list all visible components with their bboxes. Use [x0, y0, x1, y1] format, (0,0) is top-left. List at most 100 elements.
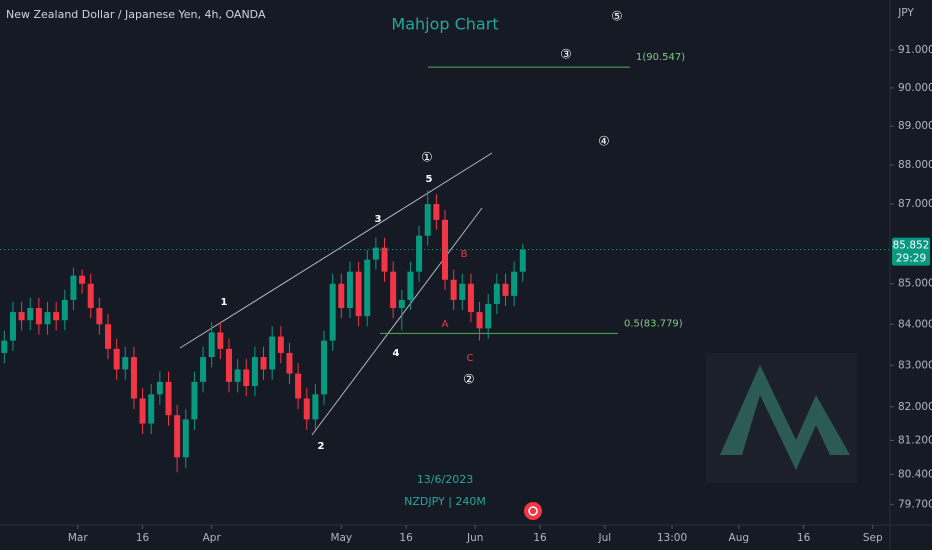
wave-label: 2 [318, 441, 325, 452]
fib-label: 1(90.547) [636, 52, 685, 63]
wave-label: B [461, 249, 468, 260]
x-tick-label: Mar [68, 532, 88, 544]
event-icon[interactable] [524, 502, 542, 520]
candle-body [251, 357, 258, 387]
y-axis-title: JPY [897, 7, 914, 19]
candle-body [105, 324, 112, 349]
candle-body [208, 332, 215, 358]
candle-body [200, 357, 207, 382]
candle-body [355, 271, 362, 317]
candle-body [485, 303, 492, 329]
annotation: 13/6/2023 [417, 473, 473, 486]
y-tick-label: 90.000 [898, 82, 932, 94]
candle-body [338, 283, 345, 309]
candle-body [312, 394, 319, 420]
candle-body [476, 312, 483, 329]
candle-body [416, 235, 423, 272]
wave-label: ② [463, 373, 475, 388]
wave-label: ③ [560, 48, 572, 63]
x-tick-label: 13:00 [657, 532, 687, 544]
x-tick-label: 16 [533, 532, 547, 544]
candle-body [18, 312, 25, 321]
countdown-label: 29:29 [896, 253, 926, 265]
wave-label: ① [421, 151, 433, 166]
candle-body [364, 259, 371, 317]
x-tick-label: Apr [203, 532, 222, 544]
candle-body [35, 308, 42, 325]
candle-body [372, 247, 379, 260]
candle-body [390, 271, 397, 309]
candle-body [44, 312, 51, 325]
x-tick-label: Jun [466, 532, 483, 544]
candle-body [243, 369, 250, 387]
candle-body [130, 357, 137, 399]
candle-body [433, 204, 440, 220]
candle-body [225, 348, 232, 382]
logo-mark [720, 365, 850, 470]
trend-line [311, 207, 483, 436]
annotation: NZDJPY | 240M [404, 495, 486, 508]
candle-body [502, 283, 509, 296]
chart-subtitle: Mahjop Chart [391, 15, 498, 34]
y-tick-label: 88.000 [898, 159, 932, 171]
chart-title: New Zealand Dollar / Japanese Yen, 4h, O… [6, 8, 266, 21]
candle-body [511, 271, 518, 296]
candle-body [53, 312, 60, 321]
candle-body [148, 394, 155, 424]
candle-body [96, 308, 103, 325]
last-price-label: 85.852 [893, 240, 930, 252]
y-tick-label: 83.000 [898, 359, 932, 371]
candle-body [1, 340, 8, 353]
candle-body [321, 340, 328, 395]
x-tick-label: 16 [136, 532, 150, 544]
candle-body [27, 308, 34, 321]
wave-label: ④ [598, 135, 610, 150]
candle-body [450, 279, 457, 300]
wave-label: C [467, 353, 474, 364]
candle-body [61, 299, 68, 321]
wave-label: 4 [393, 348, 400, 359]
candle-body [165, 381, 172, 416]
candle-body [174, 415, 181, 458]
candle-body [286, 352, 293, 374]
last-price-box [892, 237, 930, 266]
candle-body [277, 336, 284, 353]
y-tick-label: 85.000 [898, 278, 932, 290]
y-tick-label: 80.400 [898, 468, 932, 480]
y-tick-label: 89.000 [898, 120, 932, 132]
candle-body [139, 398, 146, 424]
x-tick-label: 16 [399, 532, 413, 544]
candle-body [9, 312, 16, 341]
candle-body [191, 381, 198, 420]
x-tick-label: 16 [797, 532, 811, 544]
candle-body [459, 283, 466, 300]
y-tick-label: 79.700 [898, 498, 932, 510]
candle-body [303, 398, 310, 420]
wave-label: 3 [375, 214, 382, 225]
candle-body [182, 419, 189, 458]
candle-body [122, 357, 129, 370]
x-tick-label: May [330, 532, 352, 544]
candle-body [295, 373, 302, 399]
candle-body [87, 283, 94, 309]
x-tick-label: Sep [863, 532, 883, 544]
y-tick-label: 91.000 [898, 44, 932, 56]
candle-body [381, 247, 388, 272]
y-tick-label: 84.000 [898, 318, 932, 330]
candle-body [398, 299, 405, 309]
y-tick-label: 81.200 [898, 434, 932, 446]
candle-body [113, 348, 120, 370]
candle-body [156, 381, 163, 395]
candle-body [519, 249, 526, 272]
candle-body [493, 283, 500, 304]
candle-body [424, 204, 431, 236]
candle-body [217, 332, 224, 349]
fib-label: 0.5(83.779) [624, 318, 683, 329]
candle-body [346, 271, 353, 309]
trend-line [179, 152, 493, 349]
wave-label: 1 [221, 297, 228, 308]
x-tick-label: Jul [598, 532, 612, 544]
y-tick-label: 82.000 [898, 401, 932, 413]
candle-body [467, 283, 474, 313]
